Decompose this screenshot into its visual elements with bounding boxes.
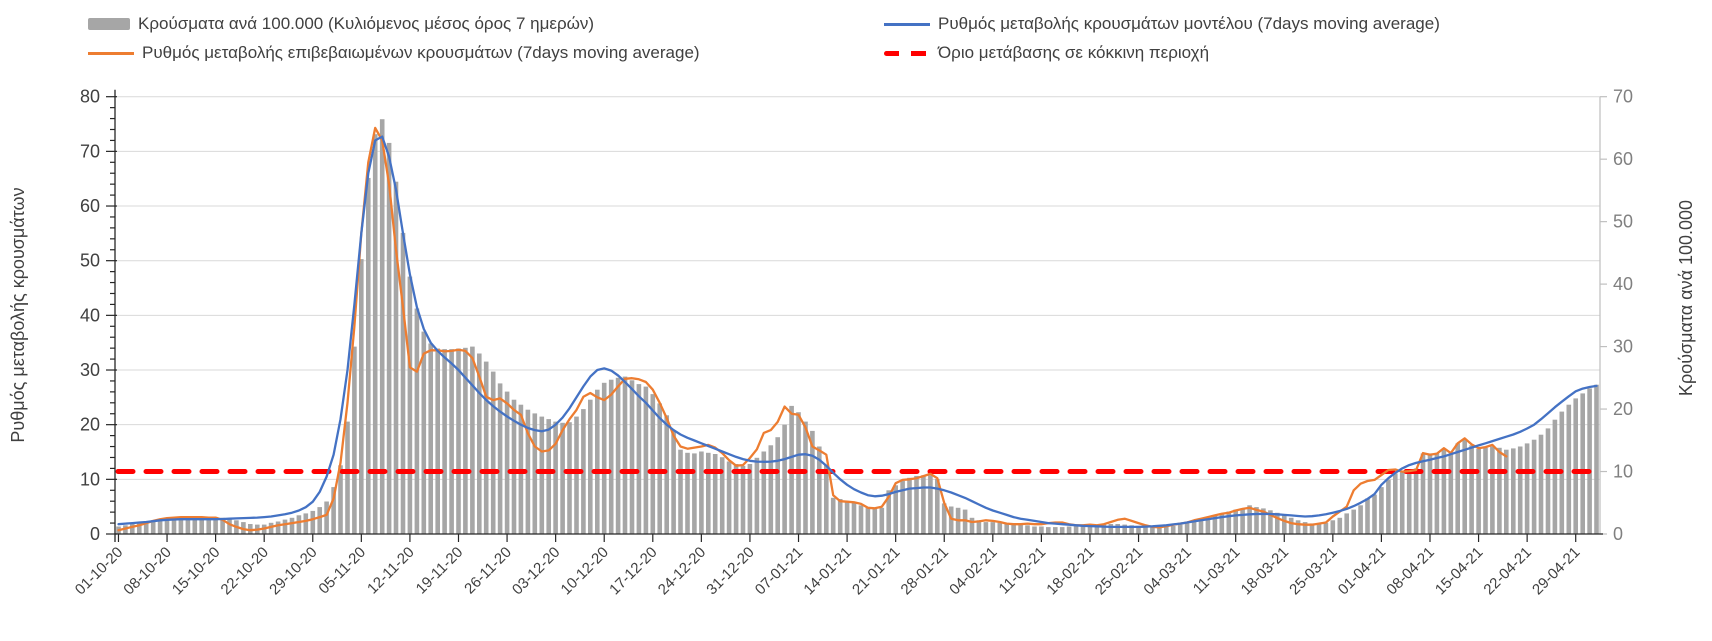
svg-text:30: 30	[80, 360, 100, 380]
svg-text:12-11-20: 12-11-20	[364, 544, 418, 598]
svg-text:25-02-21: 25-02-21	[1092, 544, 1146, 598]
svg-text:10: 10	[80, 469, 100, 489]
svg-text:29-10-20: 29-10-20	[266, 544, 320, 598]
svg-text:31-12-20: 31-12-20	[703, 544, 757, 598]
svg-text:10: 10	[1613, 462, 1633, 482]
svg-text:08-04-21: 08-04-21	[1383, 544, 1437, 598]
svg-text:0: 0	[1613, 524, 1623, 544]
svg-text:04-03-21: 04-03-21	[1140, 544, 1194, 598]
legend-item-confirmed-rate: Ρυθμός μεταβολής επιβεβαιωμένων κρουσμάτ…	[88, 43, 700, 63]
gridlines	[115, 96, 1600, 480]
legend-item-model-rate: Ρυθμός μεταβολής κρουσμάτων μοντέλου (7d…	[884, 14, 1440, 34]
confirmed-line	[117, 126, 1508, 532]
svg-text:26-11-20: 26-11-20	[461, 544, 515, 598]
svg-text:15-04-21: 15-04-21	[1432, 544, 1486, 598]
svg-text:20: 20	[80, 415, 100, 435]
legend-item-red-threshold: Όριο μετάβασης σε κόκκινη περιοχή	[884, 43, 1209, 63]
legend-label-confirmed-rate: Ρυθμός μεταβολής επιβεβαιωμένων κρουσμάτ…	[142, 43, 700, 62]
svg-text:18-02-21: 18-02-21	[1043, 544, 1097, 598]
legend-item-cases-bars: Κρούσματα ανά 100.000 (Κυλιόμενος μέσος …	[88, 14, 594, 34]
svg-text:70: 70	[1613, 87, 1633, 107]
svg-text:01-04-21: 01-04-21	[1335, 544, 1389, 598]
svg-text:60: 60	[80, 196, 100, 216]
svg-text:24-12-20: 24-12-20	[655, 544, 709, 598]
svg-text:17-12-20: 17-12-20	[606, 544, 660, 598]
svg-text:80: 80	[80, 87, 100, 107]
svg-text:05-11-20: 05-11-20	[315, 544, 369, 598]
svg-text:22-10-20: 22-10-20	[218, 544, 272, 598]
svg-text:15-10-20: 15-10-20	[169, 544, 223, 598]
svg-text:60: 60	[1613, 149, 1633, 169]
svg-text:30: 30	[1613, 337, 1633, 357]
svg-text:11-03-21: 11-03-21	[1190, 544, 1244, 598]
red-dash-swatch-icon	[884, 50, 930, 56]
bar-swatch-icon	[88, 18, 130, 30]
svg-text:18-03-21: 18-03-21	[1238, 544, 1292, 598]
svg-text:50: 50	[1613, 212, 1633, 232]
svg-text:01-10-20: 01-10-20	[72, 544, 126, 598]
svg-text:70: 70	[80, 141, 100, 161]
left-axis: 0 10 20 30 40 50 60 70 80	[80, 87, 117, 544]
svg-text:11-02-21: 11-02-21	[996, 544, 1050, 598]
svg-text:25-03-21: 25-03-21	[1286, 544, 1340, 598]
svg-text:40: 40	[80, 305, 100, 325]
right-axis: 0 10 20 30 40 50 60 70	[1599, 87, 1633, 544]
svg-text:50: 50	[80, 251, 100, 271]
svg-text:28-01-21: 28-01-21	[898, 544, 952, 598]
svg-text:22-04-21: 22-04-21	[1480, 544, 1534, 598]
legend-label-model-rate: Ρυθμός μεταβολής κρουσμάτων μοντέλου (7d…	[938, 14, 1440, 33]
legend-label-red-threshold: Όριο μετάβασης σε κόκκινη περιοχή	[938, 43, 1210, 62]
orange-line-swatch-icon	[88, 51, 134, 55]
svg-text:14-01-21: 14-01-21	[800, 544, 854, 598]
bars-series	[116, 119, 1599, 534]
left-axis-title: Ρυθμός μεταβολής κρουσμάτων	[8, 187, 28, 442]
blue-line-swatch-icon	[884, 22, 930, 26]
svg-text:29-04-21: 29-04-21	[1529, 544, 1583, 598]
svg-text:08-10-20: 08-10-20	[120, 544, 174, 598]
svg-text:07-01-21: 07-01-21	[752, 544, 806, 598]
svg-text:04-02-21: 04-02-21	[946, 544, 1000, 598]
legend-label-cases-bars: Κρούσματα ανά 100.000 (Κυλιόμενος μέσος …	[138, 14, 595, 33]
svg-text:40: 40	[1613, 274, 1633, 294]
model-line	[117, 135, 1598, 529]
svg-text:03-12-20: 03-12-20	[509, 544, 563, 598]
svg-text:20: 20	[1613, 399, 1633, 419]
right-axis-title: Κρούσματα ανά 100.000	[1676, 200, 1696, 396]
svg-text:19-11-20: 19-11-20	[413, 544, 467, 598]
svg-text:0: 0	[90, 524, 100, 544]
x-axis: 01-10-2008-10-2015-10-2022-10-2029-10-20…	[72, 533, 1603, 598]
svg-text:21-01-21: 21-01-21	[849, 544, 903, 598]
svg-text:10-12-20: 10-12-20	[558, 544, 612, 598]
